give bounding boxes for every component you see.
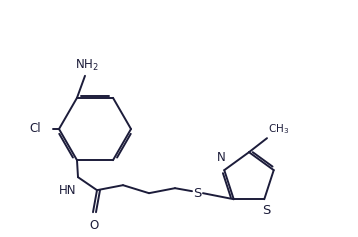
Text: NH$_2$: NH$_2$ <box>75 58 99 73</box>
Text: N: N <box>217 151 226 164</box>
Text: HN: HN <box>58 184 76 197</box>
Text: CH$_3$: CH$_3$ <box>268 122 289 136</box>
Text: S: S <box>262 204 271 217</box>
Text: S: S <box>193 187 201 200</box>
Text: Cl: Cl <box>29 123 41 136</box>
Text: O: O <box>90 219 98 232</box>
